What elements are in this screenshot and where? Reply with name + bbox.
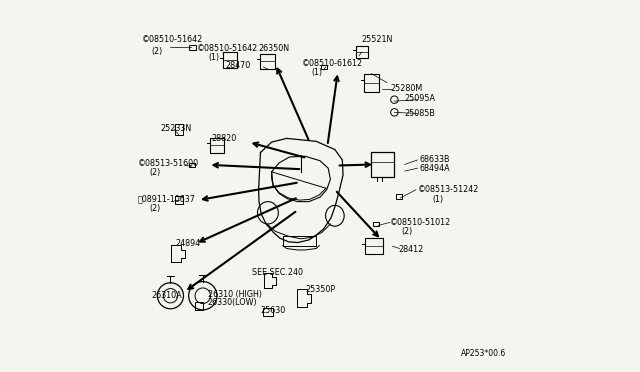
Bar [371,153,394,176]
Bar [373,222,379,226]
Text: 26350N: 26350N [259,44,290,53]
Bar [260,54,275,69]
Text: 25350P: 25350P [306,285,336,294]
Bar [189,163,195,167]
Text: 25280M: 25280M [390,84,422,93]
Text: ©08510-51642: ©08510-51642 [197,44,259,53]
Text: 68633B: 68633B [420,155,450,164]
Text: 24894: 24894 [175,239,200,248]
Text: 68494A: 68494A [420,164,451,173]
Text: AP253*00.6: AP253*00.6 [461,349,507,358]
Text: 26310A: 26310A [152,291,182,300]
Text: (2): (2) [152,47,163,56]
Bar [209,138,223,153]
Text: 25233N: 25233N [161,124,192,133]
Text: 28820: 28820 [211,134,237,143]
Text: 26330(LOW): 26330(LOW) [207,298,257,307]
Text: ⓝ08911-10637: ⓝ08911-10637 [138,195,196,203]
Bar [223,52,237,68]
Bar [356,46,367,58]
Bar [321,65,326,69]
Text: 28470: 28470 [225,61,250,70]
Text: (2): (2) [149,169,160,177]
Text: ©08510-51642: ©08510-51642 [141,35,203,44]
Bar [263,308,273,316]
Text: 25521N: 25521N [362,35,393,44]
Text: 26310 (HIGH): 26310 (HIGH) [207,290,262,299]
Text: 25085B: 25085B [404,109,435,118]
Text: (2): (2) [402,227,413,236]
Bar [189,45,196,50]
Text: ©08510-61612: ©08510-61612 [301,60,362,68]
Bar [365,238,383,254]
Bar [175,124,183,135]
Text: ©08513-51242: ©08513-51242 [417,185,479,194]
Bar [396,194,402,199]
Bar [195,302,203,310]
Text: ©08510-51012: ©08510-51012 [390,218,451,227]
Bar [175,196,183,204]
Text: 25095A: 25095A [404,94,435,103]
Text: SEE SEC.240: SEE SEC.240 [252,268,303,277]
Text: 25630: 25630 [260,306,285,315]
Bar [364,74,379,92]
Text: ©08513-51600: ©08513-51600 [138,159,199,168]
Text: 28412: 28412 [399,245,424,254]
Text: (1): (1) [433,195,444,203]
Text: (1): (1) [209,53,220,62]
Text: (1): (1) [312,68,323,77]
Text: (2): (2) [149,204,160,213]
